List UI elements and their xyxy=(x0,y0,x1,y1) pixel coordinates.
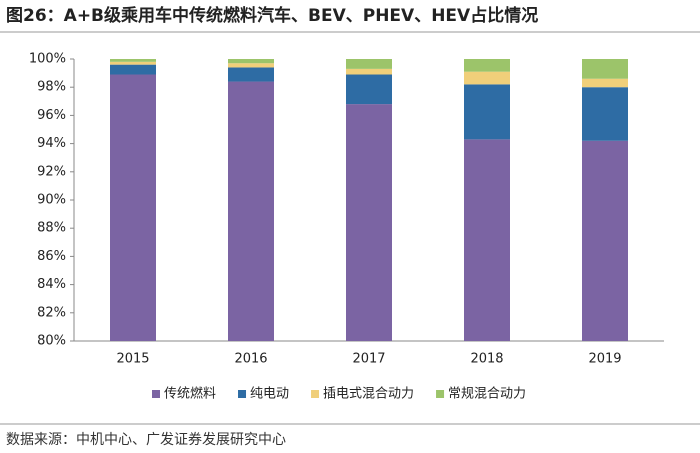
bar-segment xyxy=(582,87,628,141)
bar-segment xyxy=(464,139,510,341)
bar-segment xyxy=(110,64,156,75)
bar-segment xyxy=(110,74,156,341)
x-tick-label: 2016 xyxy=(234,352,267,367)
source: 数据来源：中机中心、广发证券发展研究中心 xyxy=(6,432,286,448)
y-tick-label: 98% xyxy=(37,80,66,95)
bar-segment xyxy=(582,78,628,88)
bar-segment xyxy=(110,59,156,62)
bar-segment xyxy=(228,67,274,82)
y-tick-label: 84% xyxy=(37,277,66,292)
y-tick-label: 88% xyxy=(37,221,66,236)
bar-segment xyxy=(582,140,628,341)
legend-label: 插电式混合动力 xyxy=(323,387,414,402)
bar-segment xyxy=(228,81,274,341)
y-tick-label: 90% xyxy=(37,193,66,208)
bar-segment xyxy=(228,63,274,68)
bar-segment xyxy=(346,59,392,69)
chart-title: 图26：A+B级乘用车中传统燃料汽车、BEV、PHEV、HEV占比情况 xyxy=(6,5,538,26)
bar-segment xyxy=(582,59,628,79)
x-tick-label: 2019 xyxy=(588,352,621,367)
legend-swatch xyxy=(436,390,445,398)
legend-swatch xyxy=(238,390,247,398)
legend-swatch xyxy=(311,390,320,398)
legend-label: 传统燃料 xyxy=(164,386,216,402)
y-tick-label: 80% xyxy=(37,334,66,349)
y-tick-label: 96% xyxy=(37,108,66,123)
legend-label: 纯电动 xyxy=(250,387,289,402)
bar-segment xyxy=(346,68,392,75)
legend-swatch xyxy=(152,390,160,398)
x-tick-label: 2017 xyxy=(352,352,385,367)
bar-segment xyxy=(110,61,156,65)
y-tick-label: 94% xyxy=(37,136,66,151)
bar-segment xyxy=(464,71,510,85)
y-tick-label: 82% xyxy=(37,305,66,320)
bar-segment xyxy=(228,59,274,64)
y-tick-label: 86% xyxy=(37,249,66,264)
y-tick-label: 92% xyxy=(37,164,66,179)
x-tick-label: 2018 xyxy=(470,352,503,367)
bar-segment xyxy=(346,74,392,105)
y-tick-label: 100% xyxy=(29,52,66,67)
bar-segment xyxy=(464,59,510,72)
x-tick-label: 2015 xyxy=(116,352,149,367)
bar-segment xyxy=(464,84,510,140)
bar-segment xyxy=(346,104,392,342)
legend-label: 常规混合动力 xyxy=(448,387,526,402)
